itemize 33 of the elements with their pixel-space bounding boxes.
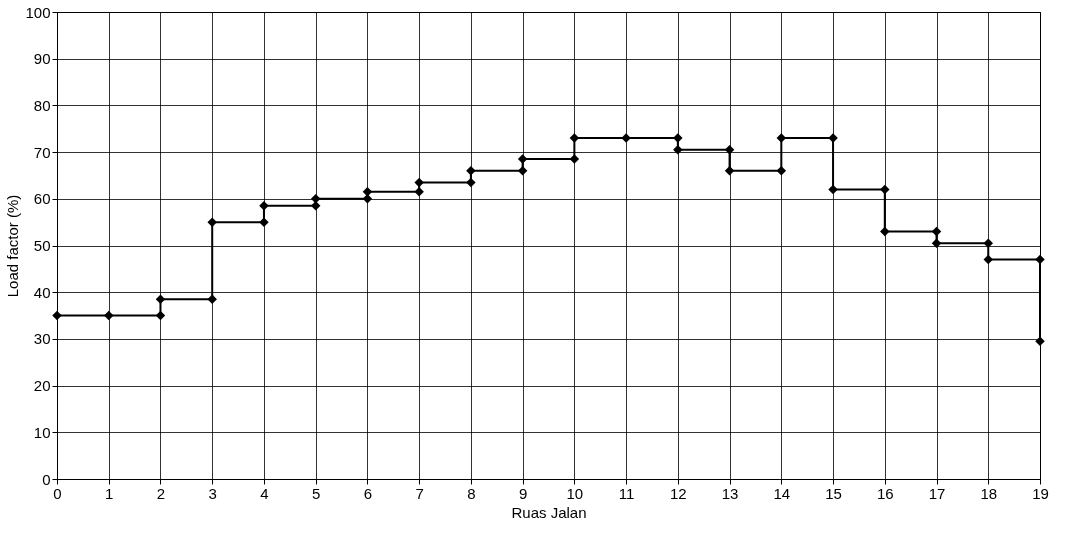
x-tick-label: 19: [1032, 484, 1049, 502]
x-tick-label: 3: [208, 484, 217, 502]
y-tick-label: 80: [33, 96, 51, 114]
y-tick-label: 30: [33, 330, 51, 348]
x-tick-label: 1: [105, 484, 114, 502]
y-tick-label: 100: [25, 3, 51, 21]
y-tick-label: 10: [33, 423, 51, 441]
x-tick-label: 12: [670, 484, 687, 502]
x-tick-label: 5: [312, 484, 321, 502]
x-tick-label: 11: [618, 484, 635, 502]
x-tick-label: 8: [467, 484, 476, 502]
x-axis-title: Ruas Jalan: [511, 503, 587, 521]
x-tick-label: 0: [53, 484, 62, 502]
x-tick-label: 10: [566, 484, 584, 502]
y-tick-label: 90: [33, 50, 51, 68]
y-tick-label: 0: [42, 470, 51, 488]
x-tick-label: 6: [363, 484, 373, 502]
x-tick-label: 7: [415, 484, 424, 502]
x-tick-label: 18: [980, 484, 998, 502]
x-tick-label: 9: [518, 484, 528, 502]
x-tick-label: 14: [773, 484, 791, 502]
y-axis-title: Load factor (%): [4, 194, 22, 298]
x-tick-label: 17: [928, 484, 946, 502]
x-tick-label: 13: [721, 484, 739, 502]
x-tick-label: 2: [156, 484, 166, 502]
y-tick-label: 20: [33, 377, 51, 395]
x-tick-label: 15: [825, 484, 842, 502]
y-tick-label: 40: [33, 283, 51, 301]
y-tick-label: 60: [33, 190, 51, 208]
y-tick-label: 70: [33, 143, 51, 161]
x-tick-label: 4: [260, 484, 269, 502]
y-tick-label: 50: [33, 237, 51, 254]
x-tick-label: 16: [876, 484, 894, 502]
